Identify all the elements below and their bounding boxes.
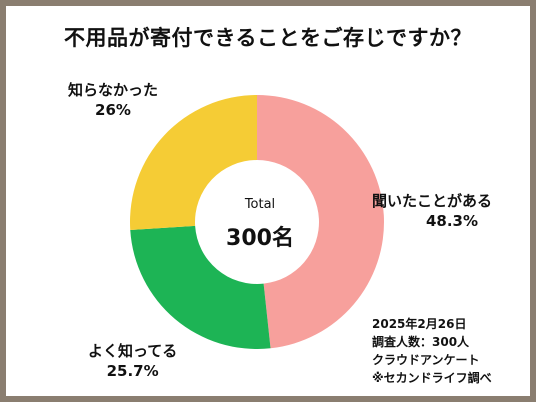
note-source: ※セカンドライフ調べ	[372, 371, 492, 385]
segment-label-didnt-know: 知らなかった 26%	[68, 80, 158, 120]
segment-value: 25.7%	[106, 362, 159, 380]
segment-category: 聞いたことがある	[372, 192, 493, 210]
center-total-label: Total	[244, 197, 276, 212]
center-total-value: 300名	[226, 226, 294, 251]
chart-title: 不用品が寄付できることをご存じですか？	[63, 26, 473, 50]
note-method: クラウドアンケート	[372, 353, 480, 367]
segment-value: 26%	[95, 101, 131, 119]
segment-value: 48.3%	[425, 212, 479, 230]
survey-note: 2025年2月26日 調査人数：300人 クラウドアンケート ※セカンドライフ調…	[372, 315, 492, 387]
segment-category: よく知ってる	[88, 342, 178, 360]
note-sample-size: 調査人数：300人	[372, 335, 470, 349]
segment-category: 知らなかった	[68, 81, 159, 99]
note-date: 2025年2月26日	[372, 317, 467, 331]
segment-label-know-well: よく知ってる 25.7%	[88, 341, 177, 381]
slice-didnt-know	[130, 95, 257, 230]
segment-label-heard: 聞いたことがある 48.3%	[372, 191, 492, 231]
slice-heard	[257, 95, 385, 349]
slice-know-well	[130, 225, 271, 350]
